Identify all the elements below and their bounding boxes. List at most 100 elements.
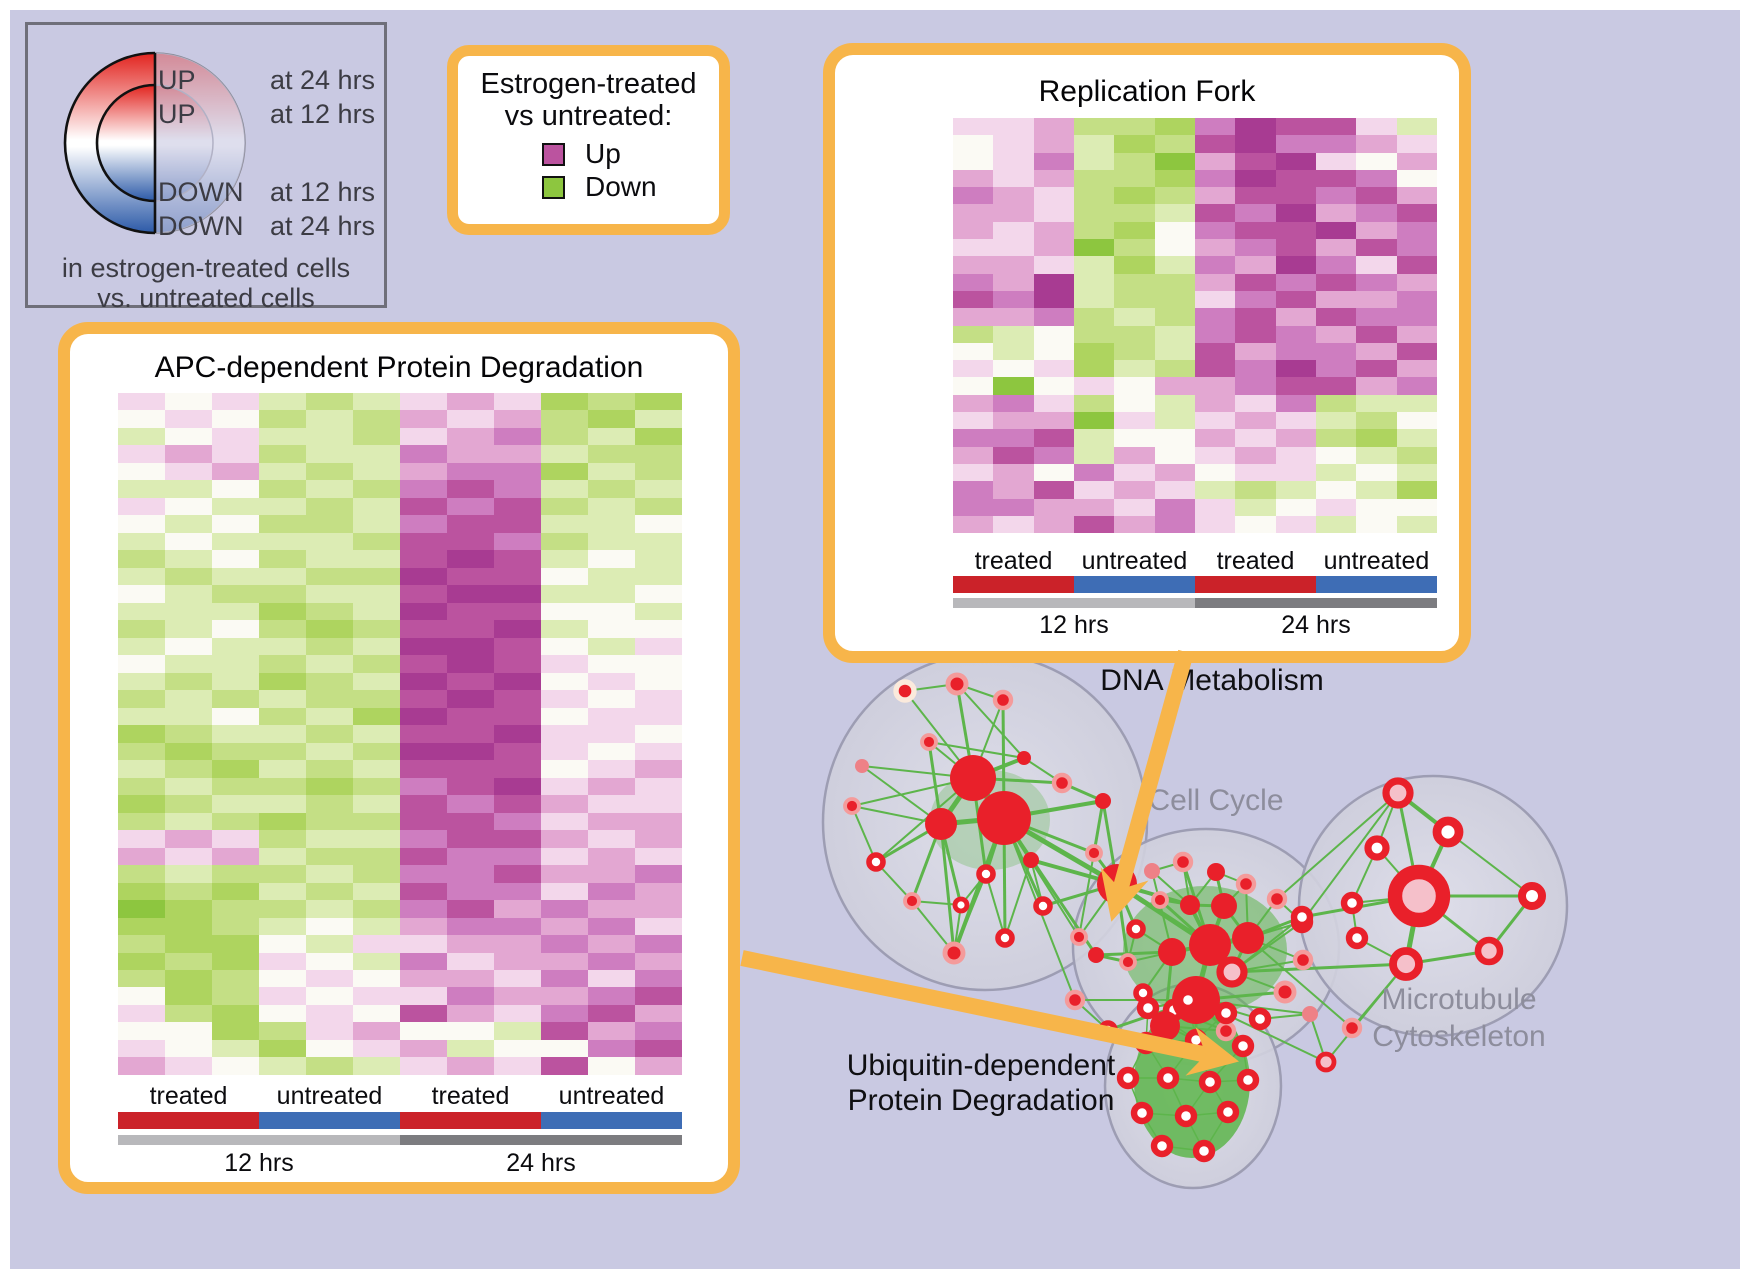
heatmap-cell: [1073, 498, 1115, 516]
heatmap-cell: [306, 393, 353, 411]
heatmap-row: [118, 532, 682, 551]
heatmap-cell: [1275, 342, 1316, 361]
heatmap-cell: [1114, 412, 1155, 430]
heatmap-cell: [1315, 239, 1357, 257]
heatmap-cell: [1194, 221, 1236, 240]
heatmap-cell: [118, 1004, 165, 1023]
rf-time-bar: [953, 598, 1437, 608]
heatmap-cell: [993, 360, 1034, 378]
heatmap-cell: [1235, 221, 1276, 240]
heatmap-cell: [353, 637, 400, 656]
heatmap-cell: [212, 917, 259, 936]
group-label: untreated: [1081, 547, 1188, 575]
heatmap-cell: [118, 795, 165, 813]
heatmap-cell: [447, 602, 494, 621]
heatmap-row: [118, 1004, 682, 1023]
rf-time-labels: 12 hrs 24 hrs: [953, 611, 1437, 640]
heatmap-cell: [1356, 239, 1397, 257]
heatmap-cell: [165, 952, 212, 970]
heatmap-cell: [1235, 325, 1276, 343]
heatmap-cell: [1396, 325, 1437, 343]
heatmap-cell: [635, 655, 682, 673]
heatmap-cell: [259, 585, 306, 603]
heatmap-cell: [541, 969, 588, 988]
heatmap-cell: [494, 777, 541, 796]
heatmap-cell: [1154, 498, 1195, 516]
heatmap-cell: [1315, 515, 1357, 534]
fold-change-legend: UP at 24 hrs UP at 12 hrs DOWN at 12 hrs…: [25, 22, 387, 313]
heatmap-cell: [541, 830, 588, 848]
heatmap-cell: [1194, 377, 1236, 395]
fold-time: at 12 hrs: [270, 177, 376, 207]
heatmap-cell: [1315, 221, 1357, 240]
heatmap-cell: [953, 481, 994, 499]
heatmap-cell: [165, 882, 212, 901]
heatmap-cell: [212, 637, 259, 656]
heatmap-cell: [306, 917, 353, 936]
heatmap-cell: [494, 550, 541, 568]
heatmap-cell: [118, 742, 165, 761]
heatmap-row: [953, 152, 1437, 170]
heatmap-cell: [259, 532, 306, 551]
heatmap-cell: [635, 393, 682, 411]
heatmap-cell: [1356, 325, 1397, 343]
heatmap-cell: [494, 602, 541, 621]
heatmap-cell: [400, 515, 447, 533]
heatmap-cell: [541, 812, 588, 831]
group-label: treated: [974, 547, 1053, 575]
heatmap-cell: [118, 969, 165, 988]
apc-time-labels: 12 hrs 24 hrs: [118, 1149, 682, 1178]
heatmap-cell: [447, 882, 494, 901]
heatmap-cell: [400, 952, 447, 970]
heatmap-cell: [400, 795, 447, 813]
heatmap-cell: [1154, 118, 1195, 136]
heatmap-cell: [1275, 256, 1316, 274]
heatmap-cell: [447, 952, 494, 970]
heatmap-row: [118, 462, 682, 481]
fold-dir: DOWN: [158, 211, 244, 241]
heatmap-row: [118, 515, 682, 533]
heatmap-cell: [1114, 498, 1155, 516]
heatmap-cell: [993, 325, 1034, 343]
heatmap-cell: [353, 427, 400, 446]
heatmap-cell: [1396, 446, 1437, 464]
heatmap-cell: [1396, 360, 1437, 378]
apc-time-bar: [118, 1135, 682, 1145]
heatmap-cell: [400, 585, 447, 603]
heatmap-cell: [541, 760, 588, 778]
heatmap-cell: [494, 672, 541, 691]
heatmap-cell: [993, 187, 1034, 205]
heatmap-cell: [1114, 152, 1155, 170]
heatmap-cell: [118, 882, 165, 901]
heatmap-row: [118, 812, 682, 831]
heatmap-cell: [1356, 481, 1397, 499]
heatmap-cell: [541, 427, 588, 446]
heatmap-cell: [212, 900, 259, 918]
heatmap-cell: [259, 515, 306, 533]
heatmap-cell: [1073, 429, 1115, 447]
heatmap-cell: [588, 445, 635, 463]
apc-panel-title: APC-dependent Protein Degradation: [154, 351, 644, 384]
fold-time: at 24 hrs: [270, 65, 376, 95]
heatmap-row: [953, 342, 1437, 361]
heatmap-cell: [494, 969, 541, 988]
heatmap-row: [118, 707, 682, 726]
heatmap-cell: [447, 900, 494, 918]
heatmap-cell: [993, 394, 1034, 413]
heatmap-row: [118, 497, 682, 516]
heatmap-cell: [993, 463, 1034, 482]
heatmap-cell: [353, 865, 400, 883]
heatmap-cell: [541, 1004, 588, 1023]
heatmap-cell: [306, 969, 353, 988]
heatmap-cell: [118, 847, 165, 866]
heatmap-row: [953, 446, 1437, 464]
heatmap-cell: [1235, 187, 1276, 205]
heatmap-cell: [165, 1039, 212, 1058]
heatmap-cell: [588, 602, 635, 621]
heatmap-cell: [118, 480, 165, 498]
heatmap-cell: [118, 620, 165, 638]
heatmap-cell: [1275, 239, 1316, 257]
heatmap-cell: [259, 795, 306, 813]
heatmap-cell: [1194, 256, 1236, 274]
heatmap-cell: [1315, 429, 1357, 447]
